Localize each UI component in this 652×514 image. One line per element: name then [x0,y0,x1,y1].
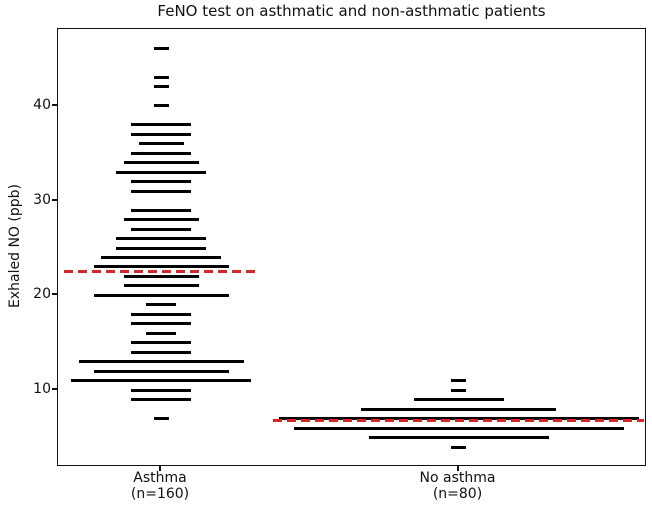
x-tick [159,466,161,471]
data-line [368,436,549,440]
group-label: No asthma [419,470,496,486]
data-line [131,132,191,136]
y-tick [52,293,57,296]
data-line [293,426,624,430]
data-line [131,189,191,193]
data-line [93,369,229,373]
data-line [146,331,176,335]
data-line [123,161,199,165]
data-line [361,407,556,411]
data-line [451,379,466,383]
plot-area [57,28,646,466]
y-tick [52,198,57,201]
data-line [131,350,191,354]
data-line [138,142,184,146]
data-line [71,379,251,383]
data-line [116,246,206,250]
data-line [146,303,176,307]
data-line [131,123,191,127]
data-line [116,170,206,174]
data-line [153,417,169,421]
y-tick-label: 40 [33,96,51,113]
group-sublabel: (n=160) [130,486,190,502]
x-tick-label-asthma: Asthma (n=160) [131,470,189,502]
data-line [123,284,199,288]
data-line [131,312,191,316]
data-line [451,388,466,392]
group-sublabel: (n=80) [432,486,483,502]
data-line [413,398,504,402]
data-line [116,237,206,241]
data-line [93,265,229,269]
data-line [101,255,221,259]
data-line [123,274,199,278]
mean-line [273,419,644,423]
data-line [131,180,191,184]
x-tick-label-no-asthma: No asthma (n=80) [420,470,496,502]
data-line [131,341,191,345]
y-tick [52,103,57,106]
data-line [153,85,169,89]
data-line [123,218,199,222]
data-line [78,360,244,364]
y-tick [52,388,57,391]
data-line [153,75,169,79]
data-line [131,322,191,326]
x-tick [456,466,459,471]
data-line [93,293,229,297]
data-line [131,208,191,212]
data-line [153,104,169,108]
data-line [451,445,466,449]
data-line [153,47,169,51]
y-tick-label: 20 [33,286,51,303]
y-tick-label: 30 [33,191,51,208]
group-label: Asthma [133,470,187,486]
data-line [131,388,191,392]
y-tick-label: 10 [33,381,51,398]
data-line [131,398,191,402]
mean-line [63,270,259,274]
data-line [131,151,191,155]
chart-title: FeNO test on asthmatic and non-asthmatic… [157,2,546,20]
data-line [278,417,639,421]
data-line [131,227,191,231]
